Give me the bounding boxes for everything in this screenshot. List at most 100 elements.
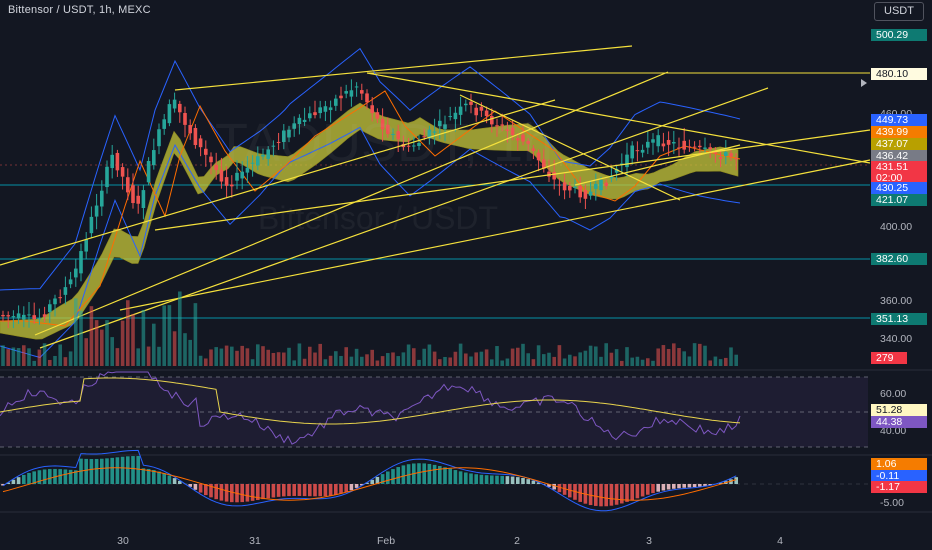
volume-bar <box>89 306 94 366</box>
volume-bar <box>292 360 296 366</box>
volume-bar <box>100 329 104 366</box>
volume-bar <box>152 323 156 366</box>
volume-bar <box>266 349 270 366</box>
macd-histogram-bar <box>604 484 608 507</box>
macd-histogram-bar <box>198 484 203 493</box>
volume-bar <box>328 355 333 366</box>
candle-body <box>115 152 120 171</box>
price-tag: 437.07 <box>871 138 927 150</box>
candle-body <box>734 158 738 160</box>
macd-histogram-bar <box>84 458 88 484</box>
macd-histogram-bar <box>250 484 255 501</box>
candle-body <box>687 146 692 148</box>
macd-histogram-bar <box>417 463 421 484</box>
volume-bar <box>349 356 354 366</box>
volume-bar <box>276 352 281 366</box>
candle-body <box>453 112 458 120</box>
price-tick: 360.00 <box>880 295 913 307</box>
candle-body <box>198 138 203 148</box>
trend-line <box>366 72 871 164</box>
macd-histogram-bar <box>120 456 125 484</box>
macd-histogram-bar <box>261 484 265 500</box>
macd-histogram-bar <box>115 457 120 484</box>
volume-bar <box>1 345 5 366</box>
candle-body <box>729 153 733 157</box>
candle-body <box>458 106 463 115</box>
macd-histogram-bar <box>734 477 738 484</box>
candle-body <box>417 142 421 146</box>
candle-body <box>100 190 104 207</box>
candle-body <box>443 124 447 130</box>
volume-tag: 279 <box>871 352 907 364</box>
candle-body <box>84 239 88 252</box>
macd-histogram-bar <box>708 484 712 486</box>
macd-histogram-bar <box>427 463 432 484</box>
rsi-tag: 51.28 <box>871 404 927 416</box>
currency-button[interactable]: USDT <box>874 2 924 21</box>
macd-histogram-bar <box>630 484 634 501</box>
candle-body <box>235 172 239 181</box>
volume-bar <box>271 352 276 366</box>
volume-bar <box>146 346 151 366</box>
candle-body <box>297 117 302 124</box>
macd-histogram-bar <box>458 471 463 484</box>
candle-body <box>188 125 192 134</box>
volume-bar <box>661 345 666 366</box>
macd-histogram-bar <box>32 471 36 484</box>
macd-histogram-bar <box>557 484 562 493</box>
price-tag: 436.42 <box>871 150 927 162</box>
symbol-title[interactable]: Bittensor / USDT, 1h, MEXC <box>8 4 151 16</box>
watermark-name: Bittensor / USDT <box>258 200 499 236</box>
macd-histogram-bar <box>651 484 655 494</box>
volume-bar <box>599 356 603 366</box>
candle-body <box>334 98 338 106</box>
macd-histogram-bar <box>318 484 322 497</box>
price-tag: 02:00 <box>871 172 927 184</box>
candle-body <box>157 129 161 147</box>
candle-body <box>464 103 468 106</box>
candle-body <box>58 297 62 299</box>
candle-body <box>339 95 343 99</box>
macd-histogram-bar <box>110 457 114 484</box>
price-arrow-icon <box>861 79 867 87</box>
macd-histogram-bar <box>672 484 676 489</box>
macd-histogram-bar <box>495 475 499 484</box>
volume-bar <box>131 314 135 366</box>
candle-body <box>178 103 182 113</box>
macd-histogram-bar <box>562 484 567 495</box>
volume-bar <box>583 350 588 366</box>
volume-bar <box>167 305 172 366</box>
volume-bar <box>22 345 26 366</box>
volume-bar <box>417 359 421 366</box>
volume-bar <box>224 345 229 366</box>
macd-histogram-bar <box>126 456 130 484</box>
macd-histogram-bar <box>510 476 515 484</box>
candle-body <box>271 145 276 147</box>
macd-histogram-bar <box>308 484 312 497</box>
volume-bar <box>105 320 109 366</box>
macd-histogram-bar <box>323 484 328 497</box>
macd-histogram-bar <box>58 469 62 484</box>
trend-line <box>119 159 871 311</box>
price-tag: 449.73 <box>871 114 927 126</box>
volume-bar <box>505 358 510 366</box>
volume-bar <box>568 354 572 366</box>
candle-body <box>219 169 224 182</box>
macd-histogram-bar <box>219 484 224 501</box>
candle-body <box>448 116 452 118</box>
volume-bar <box>219 348 224 366</box>
candle-body <box>183 113 187 125</box>
volume-bar <box>209 349 213 366</box>
volume-bar <box>141 309 146 366</box>
macd-histogram-bar <box>349 484 354 491</box>
macd-histogram-bar <box>432 464 437 484</box>
macd-histogram-bar <box>141 468 146 484</box>
macd-histogram-bar <box>27 472 31 484</box>
candle-body <box>282 130 286 143</box>
volume-bar <box>666 348 671 366</box>
volume-bar <box>126 300 130 366</box>
volume-bar <box>178 291 182 366</box>
volume-bar <box>448 357 452 366</box>
volume-bar <box>120 320 125 366</box>
